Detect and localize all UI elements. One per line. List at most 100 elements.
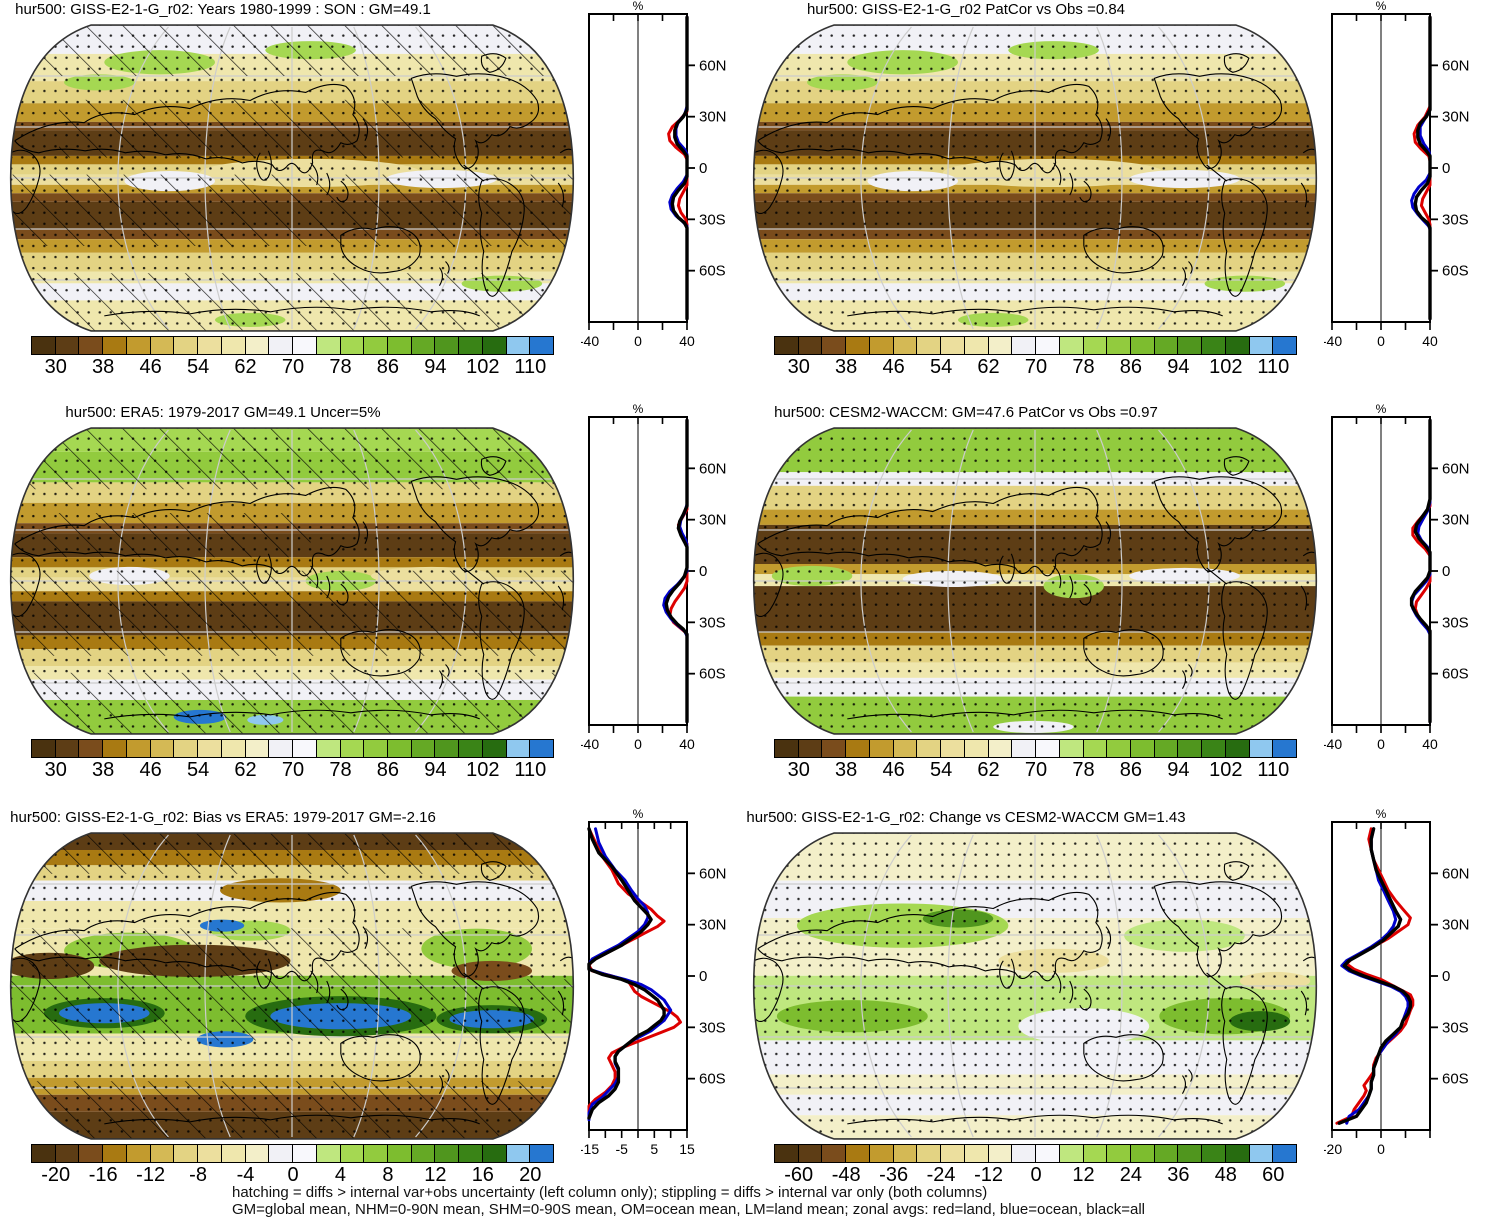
zonal-x-tick-label: -40 — [1324, 736, 1342, 752]
colorbar-tick-label: 54 — [929, 759, 953, 781]
colorbar-tick-labels: 30 38 46 54 62 70 78 86 94 102 110 — [775, 356, 1297, 382]
colorbar-tick-labels: 30 38 46 54 62 70 78 86 94 102 110 — [775, 759, 1297, 785]
colorbar-tick-label: 30 — [44, 759, 67, 781]
colorbar-tick-label: 102 — [466, 356, 500, 378]
hatching-overlay — [10, 1081, 574, 1139]
panel-giss-patcor: hur500: GISS-E2-1-G_r02 PatCor vs Obs =0… — [743, 0, 1485, 400]
world-map — [752, 832, 1318, 1140]
zonal-x-tick-label: 5 — [650, 1141, 658, 1157]
colorbar-cell — [845, 336, 870, 355]
colorbar-cell — [173, 1144, 199, 1163]
panel-bias-vs-era5: hur500: GISS-E2-1-G_r02: Bias vs ERA5: 1… — [0, 808, 742, 1208]
colorbar-cell — [845, 739, 870, 758]
colorbar-tick-label: -8 — [189, 1164, 207, 1186]
percent-axis-label: % — [633, 403, 644, 416]
colorbar-cell — [481, 336, 507, 355]
colorbar-tick-label: 94 — [1167, 759, 1190, 781]
colorbar-cell — [505, 1144, 531, 1163]
zonal-x-tick-label: 40 — [1422, 736, 1438, 752]
colorbar-cell — [54, 336, 80, 355]
zonal-curve-all — [1413, 15, 1432, 321]
colorbar-cell — [1248, 739, 1274, 758]
zonal-mean-plot: % -40 0 40 60N 30N 0 30S 60S — [1324, 403, 1470, 752]
colorbar-tick-label: 4 — [334, 1164, 347, 1186]
colorbar-tick-label: 94 — [424, 759, 447, 781]
map-outline — [752, 427, 1318, 735]
zonal-x-tick-label: -15 — [581, 1141, 599, 1157]
colorbar-tick-label: 38 — [835, 759, 858, 781]
colorbar-cell — [1035, 1144, 1060, 1163]
colorbar-tick-labels: -20 -16 -12 -8 -4 0 4 8 12 16 20 — [32, 1164, 554, 1190]
latitude-tick-label: 60N — [699, 57, 727, 74]
colorbar-cell — [292, 336, 317, 355]
colorbar-cell — [987, 1144, 1013, 1163]
percent-axis-label: % — [1376, 403, 1387, 416]
colorbar-cell — [1153, 1144, 1179, 1163]
colorbar-cell — [1035, 336, 1060, 355]
percent-axis-label: % — [1376, 808, 1387, 821]
colorbar-cell — [434, 1144, 460, 1163]
colorbar-cell — [244, 1144, 270, 1163]
colorbar-cell — [339, 739, 365, 758]
colorbar-cell — [916, 1144, 942, 1163]
colorbar-cell — [940, 336, 965, 355]
colorbar-cell — [434, 336, 460, 355]
panel-change-vs-cesm2: hur500: GISS-E2-1-G_r02: Change vs CESM2… — [743, 808, 1485, 1208]
colorbar-cell — [1082, 336, 1108, 355]
panel-cesm2-waccm: hur500: CESM2-WACCM: GM=47.6 PatCor vs O… — [743, 403, 1485, 803]
colorbar-cell — [529, 336, 555, 355]
hatching-overlay — [28, 928, 412, 980]
colorbar-tick-label: 110 — [514, 356, 547, 378]
colorbar-cell — [410, 739, 436, 758]
zonal-x-tick-label: 40 — [679, 333, 695, 349]
latitude-tick-label: 60S — [1442, 1071, 1469, 1088]
colorbar-cell — [220, 739, 246, 758]
colorbar-cell — [173, 336, 199, 355]
colorbar-cell — [173, 739, 199, 758]
colorbar-tick-label: 48 — [1214, 1164, 1237, 1186]
world-map — [9, 24, 575, 332]
colorbar-cell — [244, 336, 270, 355]
map-field — [753, 833, 1317, 1139]
latitude-tick-label: 30N — [699, 109, 727, 126]
colorbar-cell — [1011, 1144, 1037, 1163]
zonal-mean-plot: % -15 -5 5 15 60N 30N 0 30S 60S — [581, 808, 727, 1157]
colorbar-tick-label: 102 — [1209, 356, 1243, 378]
colorbar-tick-label: 24 — [1119, 1164, 1143, 1186]
colorbar-tick-label: 70 — [1024, 356, 1048, 378]
colorbar-tick-label: -20 — [41, 1164, 71, 1186]
colorbar — [31, 336, 555, 355]
latitude-tick-label: 30S — [699, 614, 726, 631]
colorbar-tick-label: 102 — [466, 759, 500, 781]
colorbar-cell — [1224, 739, 1250, 758]
latitude-tick-label: 30N — [1442, 512, 1470, 529]
map-field — [753, 25, 1317, 331]
colorbar-cell — [1011, 739, 1037, 758]
colorbar-cell — [1201, 1144, 1226, 1163]
colorbar-tick-label: 38 — [92, 356, 115, 378]
colorbar-cell — [220, 336, 246, 355]
zonal-mean-plot: % -40 0 40 60N 30N 0 30S 60S — [581, 0, 727, 349]
colorbar-cell — [292, 1144, 317, 1163]
colorbar-cell — [387, 336, 412, 355]
zonal-curve-ocean — [662, 418, 689, 724]
colorbar-cell — [916, 336, 942, 355]
colorbar-cell — [197, 739, 222, 758]
percent-axis-label: % — [633, 0, 644, 13]
hatching-overlay — [10, 273, 574, 331]
hatching-overlay — [10, 979, 574, 1041]
colorbar-cell — [268, 336, 294, 355]
colorbar-cell — [387, 1144, 412, 1163]
world-map — [9, 832, 575, 1140]
latitude-tick-label: 30N — [1442, 109, 1470, 126]
colorbar-cell — [54, 1144, 80, 1163]
colorbar-cell — [244, 739, 270, 758]
colorbar-cell — [1106, 1144, 1132, 1163]
colorbar-tick-label: 46 — [139, 759, 162, 781]
colorbar-tick-label: 30 — [787, 356, 810, 378]
colorbar-cell — [125, 336, 151, 355]
colorbar-cell — [1058, 1144, 1084, 1163]
colorbar-cell — [458, 1144, 483, 1163]
colorbar-cell — [1224, 336, 1250, 355]
colorbar-cell — [797, 1144, 823, 1163]
